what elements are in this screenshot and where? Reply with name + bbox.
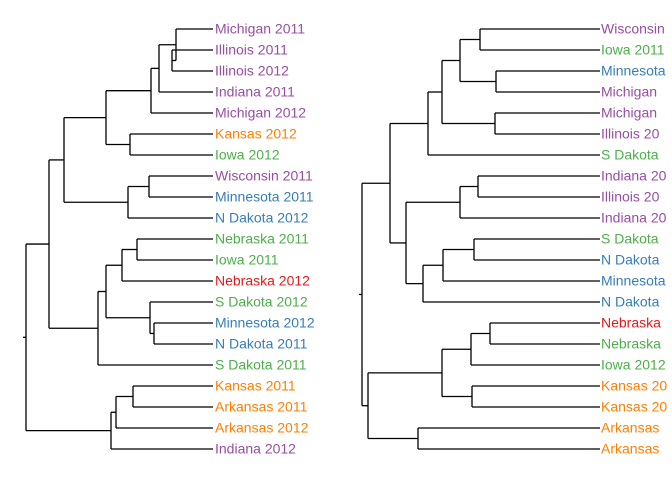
left-tree-leaf-label: Illinois 2011 (215, 42, 288, 58)
left-tree-leaf-label: Iowa 2011 (215, 252, 279, 268)
left-tree-leaf-label: S Dakota 2011 (215, 357, 307, 373)
right-tree-leaf-label: Nebraska (601, 315, 661, 331)
right-tree-leaf-label: Arkansas (601, 441, 659, 457)
left-tree-leaf-label: Indiana 2012 (215, 441, 296, 457)
right-tree-leaf-label: Minnesota (601, 273, 666, 289)
right-tree-leaf-label: N Dakota (601, 294, 660, 310)
left-tree-leaf-label: Minnesota 2012 (215, 315, 315, 331)
left-tree-leaf-label: Kansas 2012 (215, 126, 297, 142)
right-tree-leaf-label: Nebraska (601, 336, 661, 352)
right-tree-leaf-label: Wisconsin (601, 21, 665, 37)
right-tree-leaf-label: S Dakota (601, 231, 659, 247)
left-tree-leaf-label: Nebraska 2011 (215, 231, 309, 247)
right-tree-leaf-label: Michigan (601, 105, 657, 121)
right-tree-leaf-label: S Dakota (601, 147, 659, 163)
left-tree-leaf-label: Wisconsin 2011 (215, 168, 313, 184)
right-tree-leaf-label: Kansas 20 (601, 399, 667, 415)
right-tree-leaf-label: Arkansas (601, 420, 659, 436)
left-tree-leaf-label: Indiana 2011 (215, 84, 295, 100)
left-tree-leaf-label: Michigan 2012 (215, 105, 306, 121)
right-tree-leaf-label: Michigan (601, 84, 657, 100)
right-tree-leaf-label: Illinois 20 (601, 189, 660, 205)
right-tree-leaf-label: Indiana 20 (601, 168, 667, 184)
left-tree-leaf-label: Arkansas 2012 (215, 420, 309, 436)
left-tree-leaf-label: Arkansas 2011 (215, 399, 308, 415)
left-tree-leaf-label: Illinois 2012 (215, 63, 289, 79)
right-tree-leaf-label: Iowa 2011 (601, 42, 665, 58)
right-tree-leaf-label: Indiana 20 (601, 210, 667, 226)
right-tree-leaf-label: Iowa 2012 (601, 357, 666, 373)
left-tree-leaf-label: Kansas 2011 (215, 378, 296, 394)
right-dendrogram: Wisconsin Iowa 2011 Minnesota Michigan Michi… (359, 21, 667, 457)
left-tree-leaf-label: Michigan 2011 (215, 21, 305, 37)
left-tree-leaf-label: Iowa 2012 (215, 147, 280, 163)
left-tree-leaf-label: N Dakota 2012 (215, 210, 309, 226)
right-tree-leaf-label: N Dakota (601, 252, 660, 268)
left-dendrogram: Michigan 2011 Illinois 2011 Illinois 2012 I… (23, 21, 315, 457)
left-tree-leaf-label: N Dakota 2011 (215, 336, 308, 352)
right-tree-leaf-label: Illinois 20 (601, 126, 660, 142)
right-tree-leaf-label: Minnesota (601, 63, 666, 79)
right-tree-leaf-label: Kansas 20 (601, 378, 667, 394)
left-tree-leaf-label: Nebraska 2012 (215, 273, 310, 289)
left-tree-leaf-label: S Dakota 2012 (215, 294, 308, 310)
left-tree-leaf-label: Minnesota 2011 (215, 189, 314, 205)
